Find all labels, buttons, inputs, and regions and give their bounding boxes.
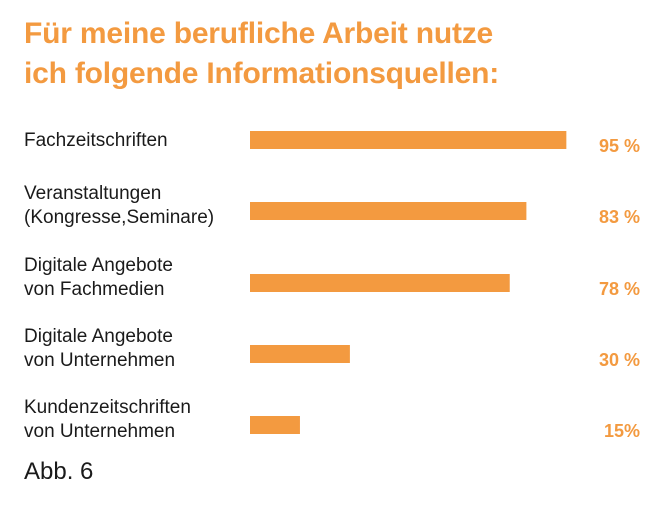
value-label: 78 % <box>599 279 640 299</box>
bar <box>250 274 510 292</box>
category-label: (Kongresse,Seminare) <box>24 207 214 228</box>
category-label: Digitale Angebote <box>24 326 173 347</box>
chart-title-line-2: ich folgende Informationsquellen: <box>24 57 500 90</box>
bar <box>250 131 567 149</box>
bar <box>250 345 350 363</box>
category-label: Fachzeitschriften <box>24 130 168 151</box>
value-label: 15% <box>604 421 640 441</box>
value-label: 95 % <box>599 136 640 156</box>
bar <box>250 202 527 220</box>
category-label: Digitale Angebote <box>24 255 173 276</box>
category-label: Veranstaltungen <box>24 183 161 204</box>
chart-title-line-1: Für meine berufliche Arbeit nutze <box>24 17 494 50</box>
category-label: von Unternehmen <box>24 421 175 442</box>
value-label: 30 % <box>599 350 640 370</box>
value-label: 83 % <box>599 207 640 227</box>
chart-title: Für meine berufliche Arbeit nutze ich fo… <box>24 14 644 94</box>
category-label: Kundenzeitschriften <box>24 397 191 418</box>
bar <box>250 416 300 434</box>
category-label: von Fachmedien <box>24 279 164 300</box>
category-label: von Unternehmen <box>24 350 175 371</box>
figure-caption: Abb. 6 <box>24 458 94 485</box>
